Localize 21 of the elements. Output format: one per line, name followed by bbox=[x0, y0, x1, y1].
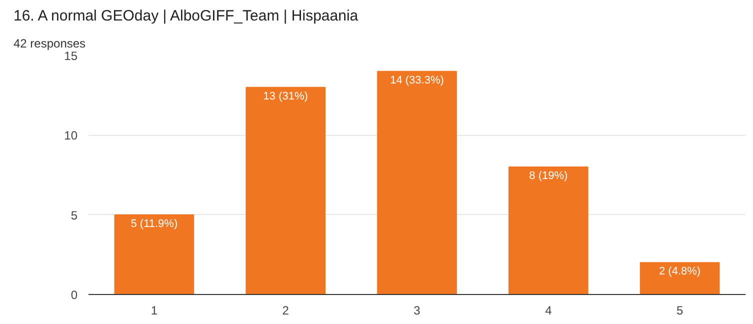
data-label: 13 (31%) bbox=[263, 90, 308, 102]
data-label: 5 (11.9%) bbox=[130, 218, 178, 230]
y-tick-label: 0 bbox=[70, 288, 78, 302]
data-label: 8 (19%) bbox=[529, 170, 568, 182]
y-tick-label: 5 bbox=[70, 208, 78, 222]
chart-title: 16. A normal GEOday | AlboGIFF_Team | Hispaania bbox=[14, 8, 359, 24]
x-tick-label: 5 bbox=[676, 304, 684, 318]
bar bbox=[246, 86, 326, 294]
x-tick-label: 4 bbox=[545, 304, 552, 318]
chart-subtitle: 42 responses bbox=[14, 36, 86, 50]
x-tick-label: 1 bbox=[150, 304, 158, 318]
x-tick-label: 3 bbox=[414, 304, 421, 318]
bar bbox=[114, 214, 194, 294]
y-tick-label: 10 bbox=[64, 128, 78, 143]
bar bbox=[377, 70, 457, 294]
bar bbox=[508, 166, 588, 294]
x-tick-label: 2 bbox=[282, 304, 290, 318]
bar bbox=[640, 262, 720, 294]
data-label: 14 (33.3%) bbox=[390, 74, 444, 86]
data-label: 2 (4.8%) bbox=[659, 266, 701, 278]
y-tick-label: 15 bbox=[64, 49, 78, 63]
